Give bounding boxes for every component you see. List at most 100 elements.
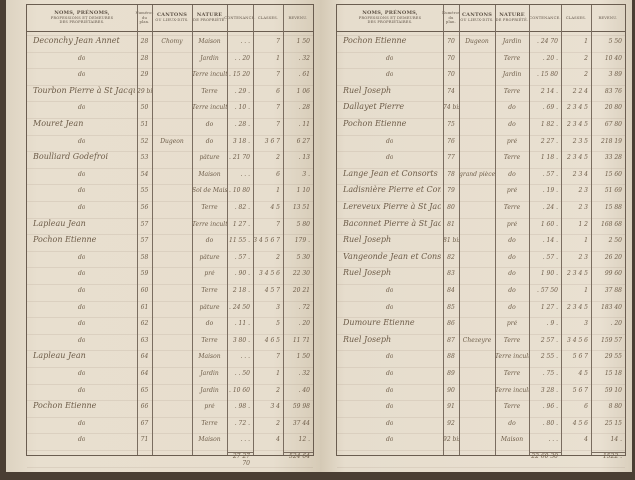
owner-name: Lereveux Pierre à St Jacques	[343, 202, 441, 211]
revenu: . 72	[298, 303, 310, 311]
header-text: CANTONS	[156, 12, 188, 19]
plan-number: 92	[447, 419, 455, 427]
owner-name: Ruel Joseph	[343, 268, 392, 278]
table-row: do 60 Terre 2 18 . 4 5 7 20 21	[27, 284, 313, 300]
owner-name: do	[386, 419, 394, 427]
property-nature: do	[508, 121, 516, 128]
classes: 4 5 7	[264, 287, 280, 294]
header-cantons: CANTONS OU LIEUX-DITS.	[152, 5, 192, 31]
contenance: 2 18 .	[232, 287, 250, 294]
header-text: CONTENANCE.	[224, 15, 256, 20]
ruled-line	[27, 466, 313, 468]
ruled-line	[337, 350, 625, 352]
header-text: REVENU.	[598, 15, 618, 20]
revenu: . 32	[298, 54, 310, 62]
revenu: 3 89	[608, 71, 622, 79]
classes: 3 4 5 6 7	[253, 237, 280, 245]
owner-name: Deconchy Jean Annet	[33, 36, 120, 45]
revenu: 3 .	[302, 170, 310, 178]
ruled-line	[27, 300, 313, 302]
revenu: 29 55	[604, 353, 622, 361]
ruled-line	[27, 400, 313, 402]
contenance: 2 14 .	[540, 87, 558, 95]
table-row: do 55 Sol de Maison. 10 80 1 1 10	[27, 184, 313, 200]
plan-number: 91	[447, 403, 455, 411]
table-row: do 92 do . 80 . 4 5 6 25 15	[337, 417, 625, 433]
revenu: 59 10	[604, 386, 622, 394]
table-row: do 88 Terre inculte 2 55 . 5 6 7 29 55	[337, 350, 625, 366]
table-row: do 84 do . 57 50 1 37 88	[337, 284, 625, 300]
contenance: . 10 .	[234, 104, 250, 112]
revenu: . 28	[298, 104, 310, 112]
property-nature: do	[205, 320, 214, 328]
property-nature: Jardin	[200, 386, 219, 394]
table-row: do 89 Terre . 75 . 4 5 15 18	[337, 367, 625, 383]
header-text: Numéros	[441, 11, 461, 16]
classes: 6	[276, 87, 280, 95]
table-row: Ruel Joseph 83 do 1 90 . 2 3 4 5 99 60	[337, 267, 625, 283]
table-row: do 92 bis Maison . . . 4 14 .	[337, 433, 625, 449]
contenance: . 57 .	[234, 253, 250, 261]
revenu: 183 40	[601, 303, 622, 311]
ruled-line	[337, 51, 625, 53]
owner-name: Tourbon Pierre à St Jacques	[33, 85, 135, 95]
owner-name: do	[386, 386, 394, 394]
classes: 6	[276, 170, 280, 178]
revenu: 11 71	[292, 336, 310, 344]
ruled-line	[337, 101, 625, 103]
classes: 3	[276, 303, 280, 311]
ruled-line	[27, 416, 313, 418]
classes: 2 3 4 5	[567, 104, 588, 112]
header-numbers: Numéros du plan.	[135, 5, 154, 31]
plan-number: 77	[447, 154, 455, 162]
plan-number: 85	[447, 303, 455, 311]
owner-name: Ruel Joseph	[343, 334, 392, 344]
left-page: NOMS, PRÉNOMS, PROFESSIONS ET DEMEURES DES…	[6, 0, 320, 472]
owner-name: do	[78, 287, 86, 294]
plan-number: 71	[140, 436, 149, 444]
classes: 7	[276, 38, 280, 45]
plan-number: 58	[140, 253, 149, 261]
total-revenu: 524 64	[289, 453, 310, 460]
revenu: 1 50	[296, 38, 310, 45]
ruled-line	[27, 250, 313, 252]
canton: grand pièce	[459, 170, 495, 178]
plan-number: 53	[140, 154, 149, 162]
header-contenance: CONTENANCE.	[529, 5, 561, 31]
plan-number: 74 bis	[443, 104, 459, 112]
header-text: Numéros	[135, 11, 154, 16]
contenance: 2 27 .	[540, 137, 558, 145]
table-row: do 91 Terre . 96 . 6 8 80	[337, 400, 625, 416]
plan-number: 66	[140, 403, 149, 411]
table-row: do 71 Maison . . . 4 12 .	[27, 433, 313, 449]
owner-name: Lange Jean et Consorts	[343, 168, 438, 178]
plan-number: 29	[140, 71, 149, 79]
ruled-line	[337, 234, 625, 236]
revenu: 179 .	[294, 237, 310, 245]
owner-name: Ruel Joseph	[343, 85, 392, 95]
property-nature: Terre	[503, 54, 521, 62]
revenu: 59 98	[292, 403, 310, 411]
property-nature: Terre inculte	[495, 386, 529, 394]
revenu: 26 20	[604, 253, 622, 261]
contenance: . 90 .	[234, 270, 250, 278]
classes: 1	[276, 187, 280, 195]
property-nature: Terre	[503, 154, 521, 162]
property-nature: Sol de Maison	[192, 187, 227, 195]
plan-number: 82	[447, 253, 455, 261]
contenance: 2 55 .	[540, 353, 558, 361]
ruled-line	[337, 250, 625, 252]
classes: 7	[276, 220, 280, 228]
column-divider	[591, 5, 592, 455]
plan-number: 64	[140, 370, 149, 377]
table-row: Pochon Etienne 66 pré . 98 . 3 4 59 98	[27, 400, 313, 416]
classes: 4 6 5	[264, 336, 280, 344]
right-register-table: NOMS, PRÉNOMS, PROFESSIONS ET DEMEURES DES…	[336, 4, 626, 468]
property-nature: Terre inculte	[495, 353, 529, 361]
contenance: 1 27 .	[540, 303, 558, 311]
owner-name: Ladisnière Pierre et Consorts	[343, 185, 441, 195]
classes: 1	[276, 54, 280, 62]
revenu: 8 80	[608, 403, 622, 411]
revenu: 51 69	[604, 187, 622, 195]
header-text: du plan.	[445, 15, 457, 25]
